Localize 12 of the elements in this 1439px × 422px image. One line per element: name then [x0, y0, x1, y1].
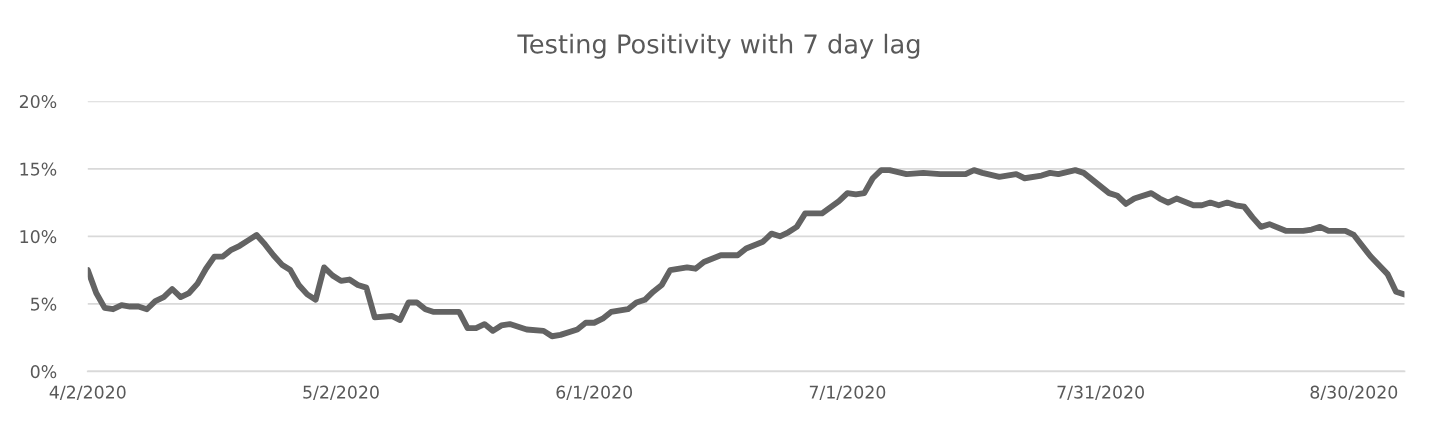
- x-tick-label: 7/1/2020: [809, 385, 886, 401]
- x-tick-label: 6/1/2020: [556, 385, 633, 401]
- x-tick-label: 8/30/2020: [1310, 385, 1398, 401]
- chart-title: Testing Positivity with 7 day lag: [517, 33, 920, 59]
- x-tick-label: 4/2/2020: [49, 385, 126, 401]
- y-tick-label: 10%: [20, 230, 57, 244]
- y-tick-label: 0%: [30, 365, 57, 379]
- x-tick-label: 5/2/2020: [303, 385, 379, 401]
- y-tick-label: 5%: [31, 297, 57, 311]
- y-tick-label: 20%: [19, 94, 57, 109]
- y-tick-label: 15%: [20, 162, 57, 176]
- x-tick-label: 7/31/2020: [1057, 385, 1144, 401]
